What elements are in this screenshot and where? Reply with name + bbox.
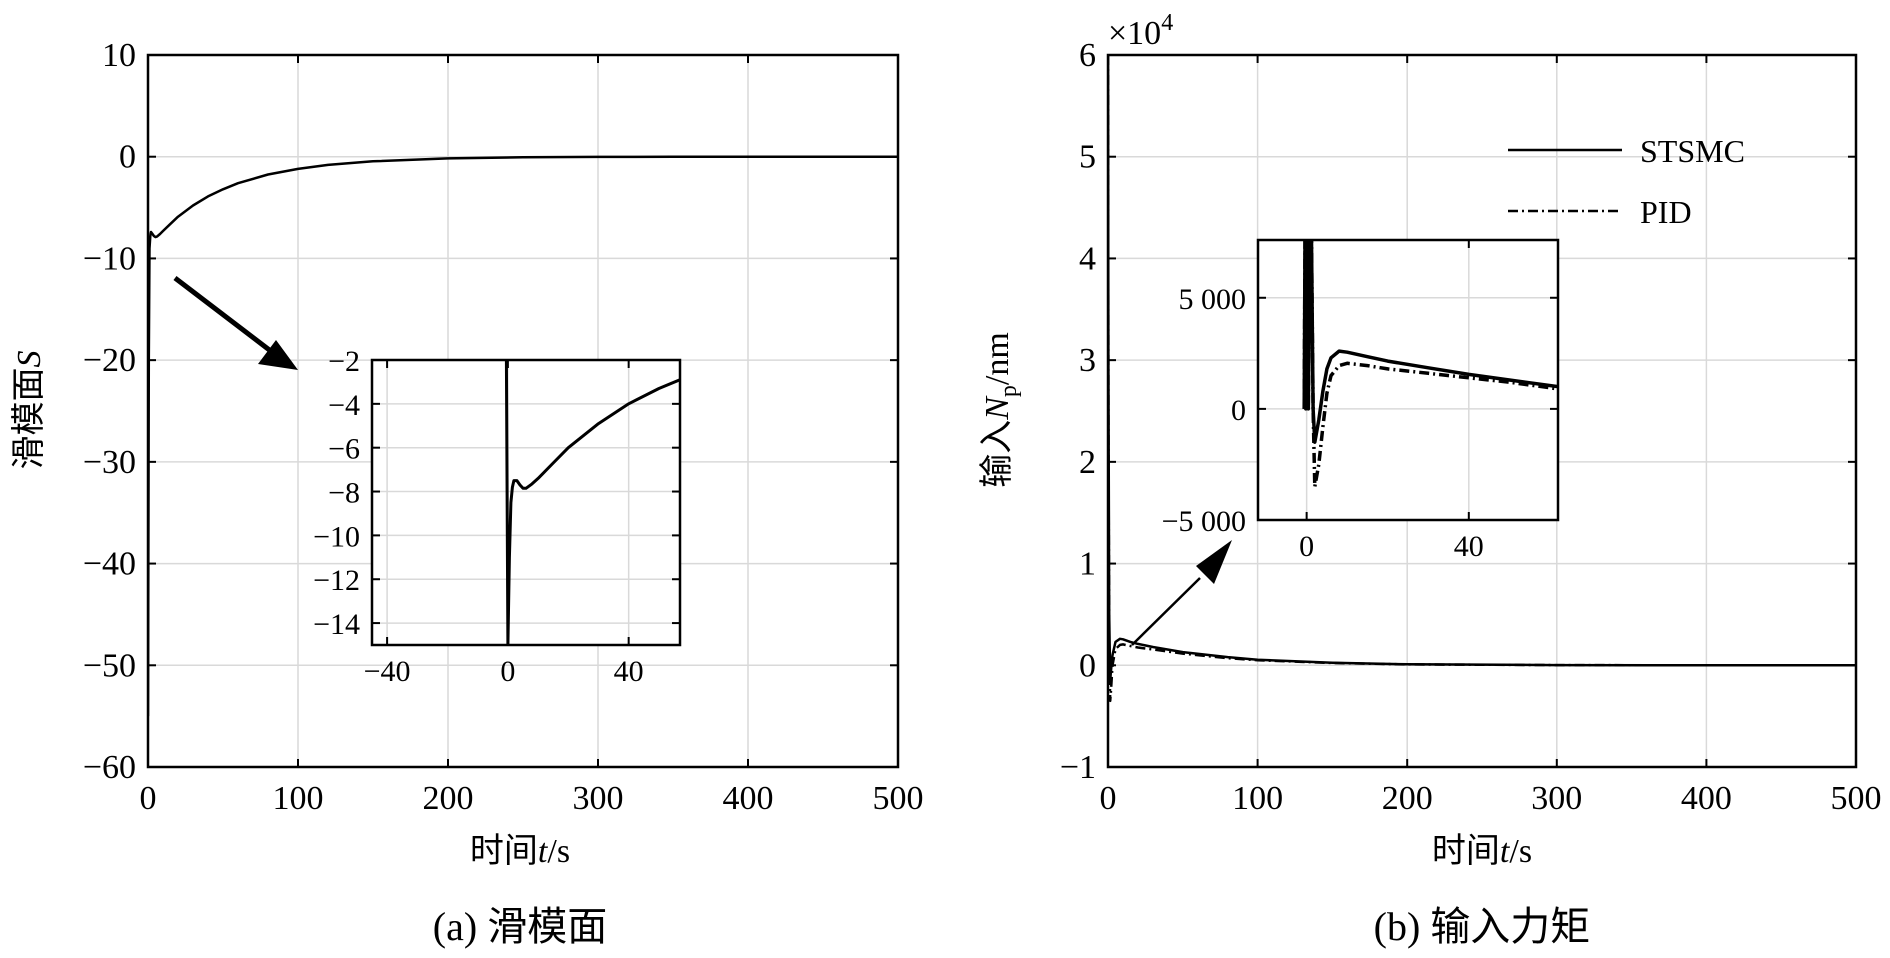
chart-b-inset-x-ticks: 0 40 — [1299, 240, 1484, 563]
chart-b-y-ticks: 6 5 4 3 2 1 0 −1 — [1060, 37, 1856, 786]
chart-a-inset-x-ticks: −40 0 40 — [364, 360, 644, 688]
x-tick-label: 400 — [1681, 780, 1732, 817]
y-tick-label: −20 — [83, 342, 136, 379]
y-tick-label: −8 — [328, 477, 360, 510]
chart-b-y-axis-label: 输入Np/nm — [978, 332, 1022, 488]
chart-b-inset-lines — [1302, 240, 1558, 489]
y-tick-label: 5 — [1079, 139, 1096, 176]
y-tick-label: −12 — [313, 564, 360, 597]
chart-a-inset: −40 0 40 −2 −4 −6 −8 −10 −12 −14 — [313, 345, 682, 688]
y-tick-label: 5 000 — [1179, 283, 1247, 316]
chart-b-zoom-arrow — [1131, 540, 1232, 646]
y-tick-label: −60 — [83, 749, 136, 786]
y-tick-label: −10 — [83, 240, 136, 277]
chart-b-plot-frame — [1106, 53, 1858, 769]
y-tick-label: 3 — [1079, 342, 1096, 379]
x-tick-label: 0 — [500, 655, 515, 688]
y-tick-label: 4 — [1079, 240, 1096, 277]
chart-a-inset-frame — [370, 358, 682, 647]
y-tick-label: −14 — [313, 608, 360, 641]
chart-b-x-ticks: 0 100 200 300 400 500 — [1100, 55, 1882, 817]
y-tick-label: −30 — [83, 444, 136, 481]
legend-pid-label: PID — [1640, 194, 1692, 230]
y-tick-label: −4 — [328, 389, 360, 422]
chart-b-inset: 0 40 5 000 0 −5 000 — [1162, 238, 1560, 563]
chart-a-series-line — [148, 155, 898, 717]
x-tick-label: 500 — [1831, 780, 1882, 817]
chart-a-inset-y-ticks: −2 −4 −6 −8 −10 −12 −14 — [313, 345, 680, 641]
chart-b-inset-frame — [1256, 238, 1560, 522]
x-tick-label: 100 — [1232, 780, 1283, 817]
y-tick-label: 10 — [102, 37, 136, 74]
y-tick-label: −40 — [83, 546, 136, 583]
chart-a-caption: (a) 滑模面 — [433, 904, 607, 949]
y-tick-label: −6 — [328, 433, 360, 466]
chart-b-inset-series-stsmc — [1302, 240, 1558, 444]
x-tick-label: 0 — [1299, 530, 1314, 563]
chart-a-lines — [148, 155, 898, 717]
x-tick-label: −40 — [364, 655, 411, 688]
chart-a-zoom-arrow — [173, 276, 298, 370]
y-tick-label: 2 — [1079, 444, 1096, 481]
chart-b-inset-y-ticks: 5 000 0 −5 000 — [1162, 283, 1558, 538]
y-tick-label: 1 — [1079, 546, 1096, 583]
y-tick-label: 0 — [119, 139, 136, 176]
legend-stsmc-label: STSMC — [1640, 133, 1745, 169]
y-tick-label: 0 — [1231, 394, 1246, 427]
y-tick-label: −50 — [83, 647, 136, 684]
chart-a-inset-lines — [504, 360, 680, 645]
x-tick-label: 500 — [873, 780, 924, 817]
chart-a-plot-frame — [146, 53, 900, 769]
x-tick-label: 100 — [273, 780, 324, 817]
y-tick-label: −2 — [328, 345, 360, 378]
x-tick-label: 200 — [423, 780, 474, 817]
chart-a-y-axis-label: 滑模面S — [10, 351, 48, 470]
x-tick-label: 40 — [1454, 530, 1484, 563]
chart-a-y-ticks: 100−10−20−30−40−50−60 — [83, 37, 898, 786]
chart-b-y-multiplier: ×104 — [1108, 10, 1173, 52]
x-tick-label: 300 — [1531, 780, 1582, 817]
chart-a-inset-series-line — [504, 360, 680, 645]
chart-b-inset-series-pid — [1302, 240, 1558, 489]
x-tick-label: 0 — [140, 780, 157, 817]
y-tick-label: −5 000 — [1162, 505, 1246, 538]
y-tick-label: −10 — [313, 520, 360, 553]
chart-a: 0 100 200 300 400 500 100−10−20−30−40−50−60 −… — [10, 37, 924, 949]
chart-b-legend: STSMC PID — [1508, 133, 1745, 230]
chart-a-x-axis-label: 时间t/s — [470, 833, 570, 870]
x-tick-label: 300 — [573, 780, 624, 817]
chart-a-x-ticks: 0 100 200 300 400 500 — [140, 55, 924, 817]
x-tick-label: 40 — [614, 655, 644, 688]
x-tick-label: 400 — [723, 780, 774, 817]
chart-b-x-axis-label: 时间t/s — [1432, 833, 1532, 870]
y-tick-label: 0 — [1079, 647, 1096, 684]
chart-b-caption: (b) 输入力矩 — [1374, 904, 1591, 949]
x-tick-label: 0 — [1100, 780, 1117, 817]
x-tick-label: 200 — [1382, 780, 1433, 817]
y-tick-label: −1 — [1060, 749, 1096, 786]
y-tick-label: 6 — [1079, 37, 1096, 74]
